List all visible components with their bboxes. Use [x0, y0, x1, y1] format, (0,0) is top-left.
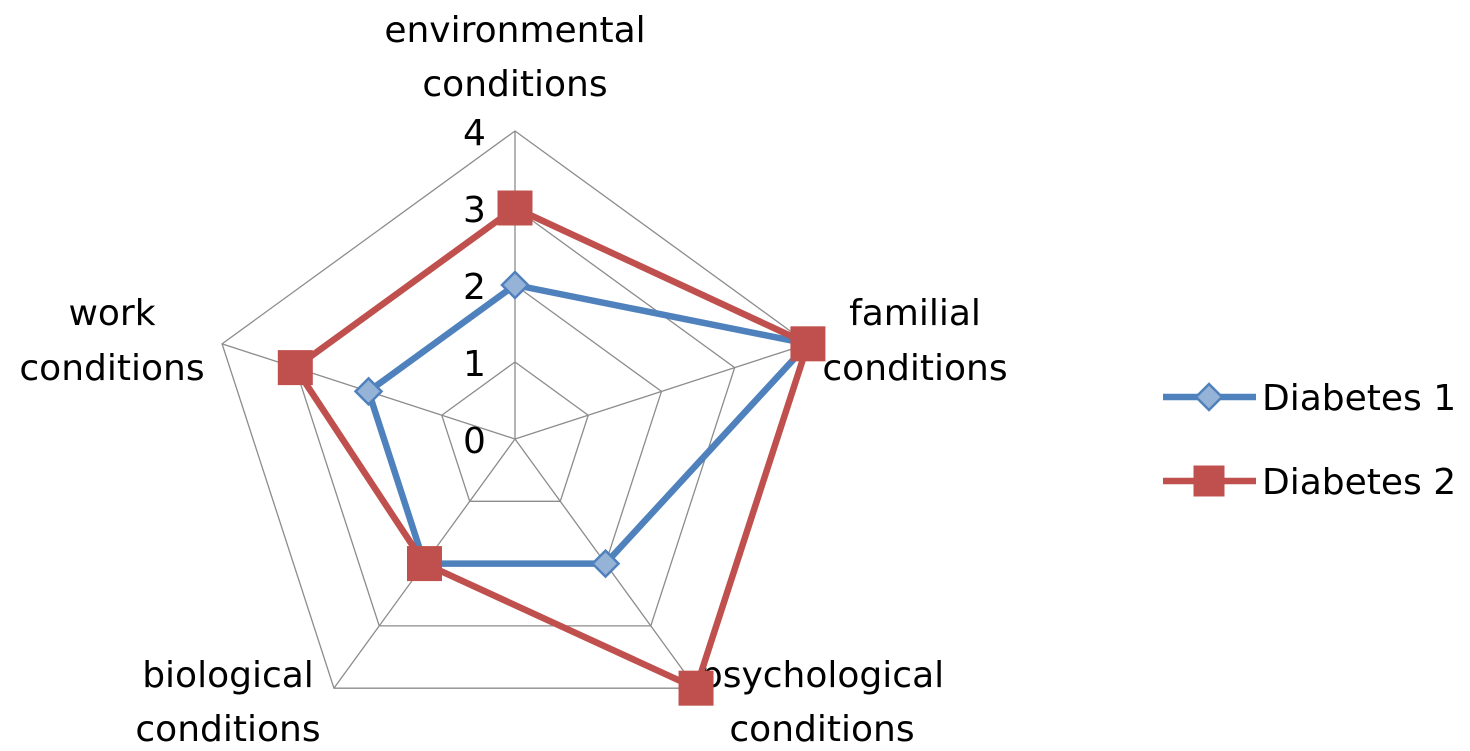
series-2 [277, 190, 826, 706]
grid-ring-4 [221, 130, 809, 689]
series-line [292, 204, 812, 692]
legend-marker [1193, 465, 1225, 497]
legend-label: Diabetes 2 [1262, 462, 1456, 503]
category-labels: environmental conditions familial condition… [19, 10, 1007, 750]
category-label: familial conditions [822, 293, 1007, 389]
legend-marker [1194, 382, 1224, 412]
series-layer [277, 190, 826, 706]
data-point-marker [406, 546, 442, 582]
category-label: biological conditions [135, 655, 320, 750]
data-point-marker [500, 270, 530, 300]
data-point-marker [277, 350, 313, 386]
grid-spoke [514, 343, 809, 440]
legend: Diabetes 1 Diabetes 2 [1163, 378, 1456, 503]
radial-tick-label: 3 [463, 190, 486, 231]
radial-tick-label: 2 [463, 267, 486, 308]
radial-tick-label: 0 [463, 421, 486, 462]
data-point-marker [497, 190, 533, 226]
category-label: psychological conditions [700, 655, 944, 750]
legend-label: Diabetes 1 [1262, 378, 1456, 419]
tick-layer: 0 1 2 3 4 [463, 113, 486, 462]
radial-tick-label: 1 [463, 344, 486, 385]
category-label: environmental conditions [384, 10, 645, 105]
legend-item: Diabetes 2 [1163, 462, 1456, 503]
data-point-marker [353, 376, 384, 407]
data-point-marker [790, 326, 826, 362]
series-line [365, 281, 812, 567]
grid-ring-1 [441, 361, 589, 502]
radial-tick-label: 4 [463, 113, 486, 154]
legend-item: Diabetes 1 [1163, 378, 1456, 419]
category-label: work conditions [19, 293, 204, 389]
data-point-marker [590, 548, 621, 579]
data-point-marker [678, 670, 714, 706]
